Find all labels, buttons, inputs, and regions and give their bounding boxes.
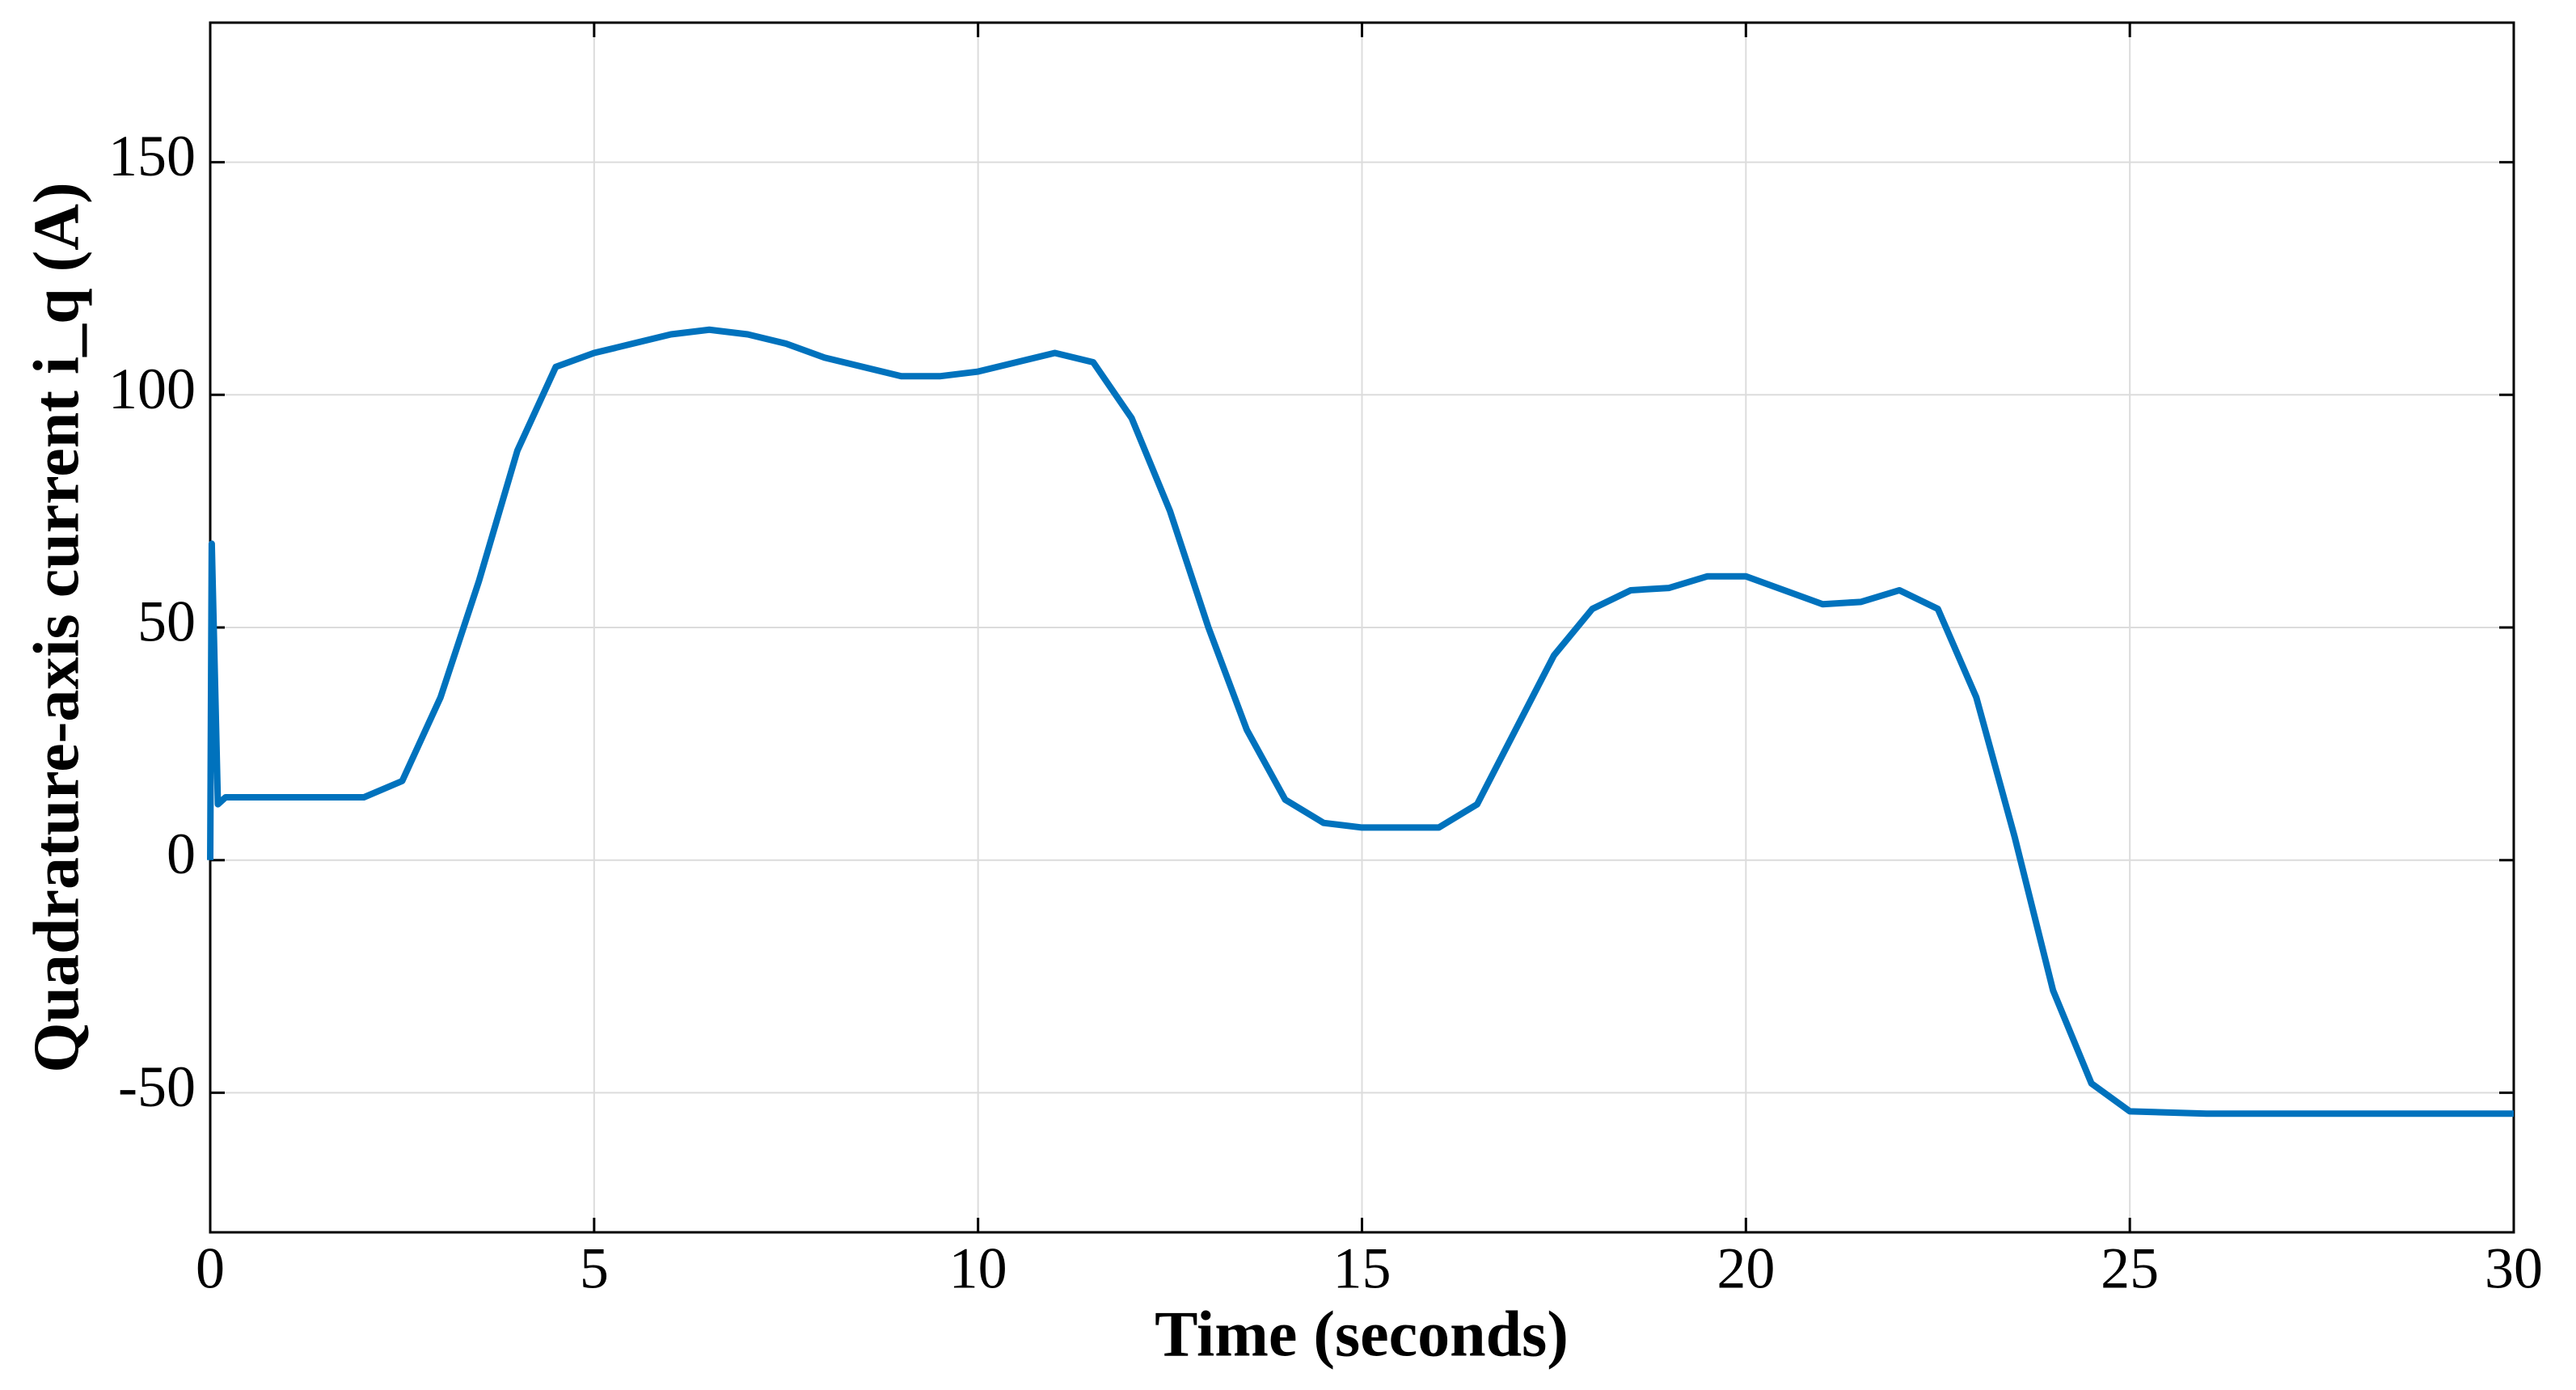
- x-tick-label: 30: [2485, 1236, 2543, 1301]
- y-tick-label: 100: [108, 357, 196, 421]
- x-tick-label: 25: [2101, 1236, 2159, 1301]
- x-tick-label: 20: [1717, 1236, 1775, 1301]
- x-tick-label: 0: [196, 1236, 225, 1301]
- x-tick-label: 10: [949, 1236, 1007, 1301]
- data-line: [207, 326, 2514, 1117]
- y-axis-label: Quadrature-axis current i_q (A): [21, 182, 92, 1072]
- x-axis-label: Time (seconds): [1155, 1299, 1569, 1370]
- x-tick-label: 5: [580, 1236, 609, 1301]
- y-tick-label: 0: [167, 822, 196, 886]
- y-tick-label: 50: [137, 589, 196, 654]
- y-tick-label: 150: [108, 124, 196, 188]
- y-tick-label: -50: [118, 1054, 196, 1119]
- x-tick-label: 15: [1333, 1236, 1391, 1301]
